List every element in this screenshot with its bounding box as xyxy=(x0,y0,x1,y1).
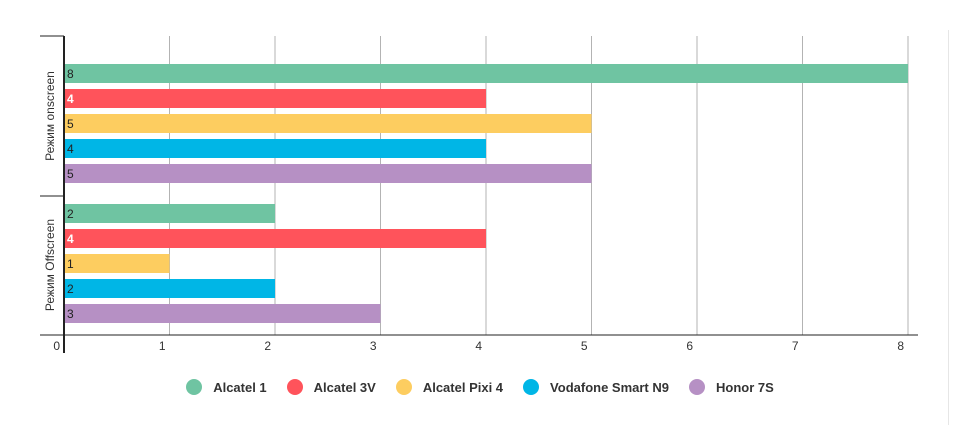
legend-label: Honor 7S xyxy=(716,379,774,395)
bar-offscreen-alcatel-1 xyxy=(64,204,275,223)
bar-onscreen-alcatel-3v xyxy=(64,89,486,108)
data-label: 2 xyxy=(67,282,74,296)
x-tick-label: 6 xyxy=(686,339,693,353)
bar-onscreen-honor-7s xyxy=(64,164,592,183)
legend-swatch xyxy=(689,379,705,395)
bar-offscreen-vodafone-smart-n9 xyxy=(64,279,275,298)
bar-offscreen-honor-7s xyxy=(64,304,381,323)
legend-label: Vodafone Smart N9 xyxy=(550,379,669,395)
bar-offscreen-alcatel-pixi-4 xyxy=(64,254,170,273)
legend-swatch xyxy=(186,379,203,395)
bar-onscreen-vodafone-smart-n9 xyxy=(64,139,486,158)
axes-group xyxy=(40,35,918,353)
x-tick-labels: 0 1 2 3 4 5 6 7 8 xyxy=(53,339,904,353)
x-tick-label: 0 xyxy=(53,339,60,353)
x-tick-label: 7 xyxy=(792,339,799,353)
legend-item-vodafone-smart-n9[interactable]: Vodafone Smart N9 xyxy=(523,379,669,395)
data-label: 4 xyxy=(67,92,74,106)
category-label: Режим Offscreen xyxy=(43,219,57,311)
grid-lines xyxy=(169,36,909,335)
bar-offscreen-alcatel-3v xyxy=(64,229,486,248)
bars-group: 8 4 5 4 5 2 4 1 2 3 xyxy=(64,64,908,323)
bar-onscreen-alcatel-1 xyxy=(64,64,908,83)
right-divider xyxy=(948,30,949,425)
bar-onscreen-alcatel-pixi-4 xyxy=(64,114,592,133)
data-label: 5 xyxy=(67,167,74,181)
category-label: Режим onscreen xyxy=(43,71,57,161)
data-label: 3 xyxy=(67,307,74,321)
legend-swatch xyxy=(523,379,540,395)
legend-swatch xyxy=(286,379,303,395)
category-labels: Режим onscreen Режим Offscreen xyxy=(43,71,57,311)
legend: Alcatel 1 Alcatel 3V Alcatel Pixi 4 Vodafon… xyxy=(0,372,960,402)
x-tick-label: 5 xyxy=(581,339,588,353)
data-label: 2 xyxy=(67,207,74,221)
data-label: 4 xyxy=(67,232,74,246)
data-label: 4 xyxy=(67,142,74,156)
legend-item-alcatel-1[interactable]: Alcatel 1 xyxy=(186,379,267,395)
legend-item-honor-7s[interactable]: Honor 7S xyxy=(689,379,774,395)
legend-label: Alcatel 1 xyxy=(213,379,267,395)
data-label: 1 xyxy=(67,257,74,271)
x-tick-label: 4 xyxy=(475,339,482,353)
legend-item-alcatel-pixi-4[interactable]: Alcatel Pixi 4 xyxy=(395,379,504,395)
data-label: 5 xyxy=(67,117,74,131)
legend-label: Alcatel Pixi 4 xyxy=(422,379,504,395)
x-tick-label: 1 xyxy=(159,339,166,353)
legend-label: Alcatel 3V xyxy=(313,379,376,395)
legend-swatch xyxy=(395,379,412,395)
x-tick-label: 8 xyxy=(897,339,904,353)
x-tick-label: 2 xyxy=(264,339,271,353)
data-label: 8 xyxy=(67,67,74,81)
legend-item-alcatel-3v[interactable]: Alcatel 3V xyxy=(286,379,376,395)
x-tick-label: 3 xyxy=(370,339,377,353)
